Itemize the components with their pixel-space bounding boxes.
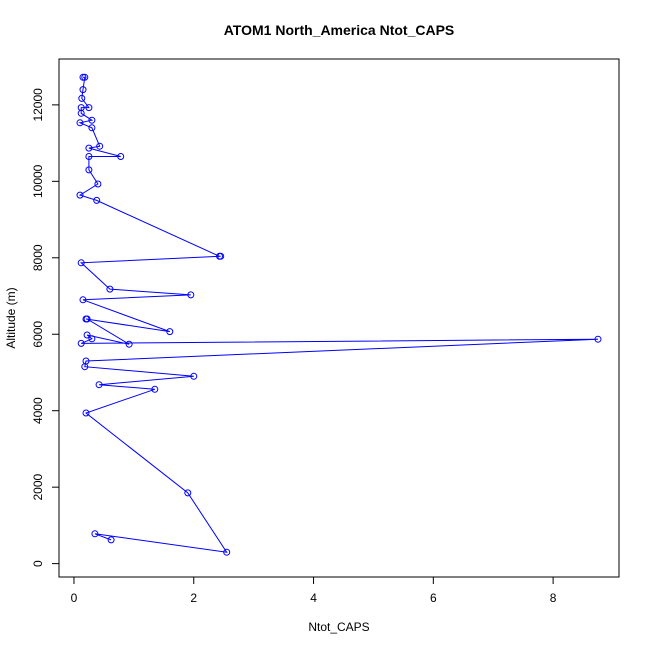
plot-area	[76, 73, 602, 556]
data-point	[76, 191, 84, 199]
data-point	[78, 94, 86, 102]
data-point	[117, 153, 125, 160]
x-tick-label: 0	[71, 591, 78, 605]
data-point	[94, 180, 102, 188]
data-point	[77, 259, 85, 267]
data-point	[82, 409, 90, 417]
data-point	[83, 315, 91, 323]
data-point	[187, 291, 195, 299]
data-point	[190, 372, 198, 380]
x-tick-label: 4	[310, 591, 317, 605]
data-point	[106, 285, 114, 293]
y-axis: 0 2000 4000 6000 8000 10000 12000	[31, 88, 60, 567]
data-point	[95, 381, 103, 389]
data-point	[151, 385, 159, 393]
x-tick-label: 2	[190, 591, 197, 605]
y-tick-label: 8000	[31, 244, 45, 271]
data-point	[91, 530, 99, 538]
data-point	[88, 116, 96, 124]
series-line	[78, 76, 599, 553]
x-tick-label: 8	[550, 591, 557, 605]
x-axis: 0 2 4 6 8	[71, 576, 557, 605]
data-point	[85, 166, 93, 174]
x-axis-label: Ntot_CAPS	[308, 620, 369, 634]
data-point	[77, 109, 85, 117]
data-point	[83, 331, 91, 339]
data-point	[125, 340, 133, 348]
data-point	[79, 296, 87, 304]
y-tick-label: 4000	[31, 397, 45, 424]
data-point	[85, 153, 93, 160]
x-tick-label: 6	[430, 591, 437, 605]
data-point	[594, 335, 602, 343]
data-point	[93, 196, 101, 204]
y-tick-label: 0	[31, 560, 45, 567]
data-point	[81, 363, 89, 371]
data-point	[79, 86, 87, 94]
data-point	[76, 119, 84, 127]
y-axis-label: Altitude (m)	[4, 287, 18, 348]
plot-frame	[58, 58, 620, 578]
data-point	[107, 536, 115, 544]
y-tick-label: 6000	[31, 321, 45, 348]
data-point	[96, 142, 104, 150]
chart-title: ATOM1 North_America Ntot_CAPS	[224, 22, 455, 38]
data-point	[85, 104, 93, 112]
y-tick-label: 2000	[31, 473, 45, 500]
data-point	[223, 548, 231, 556]
data-point	[166, 328, 174, 336]
data-point	[184, 489, 192, 497]
data-point	[85, 144, 93, 152]
data-point	[77, 339, 85, 347]
data-point	[81, 73, 89, 81]
y-tick-label: 12000	[31, 88, 45, 122]
data-point	[88, 335, 96, 343]
data-point	[217, 252, 225, 260]
data-point	[88, 124, 96, 132]
y-tick-label: 10000	[31, 164, 45, 198]
